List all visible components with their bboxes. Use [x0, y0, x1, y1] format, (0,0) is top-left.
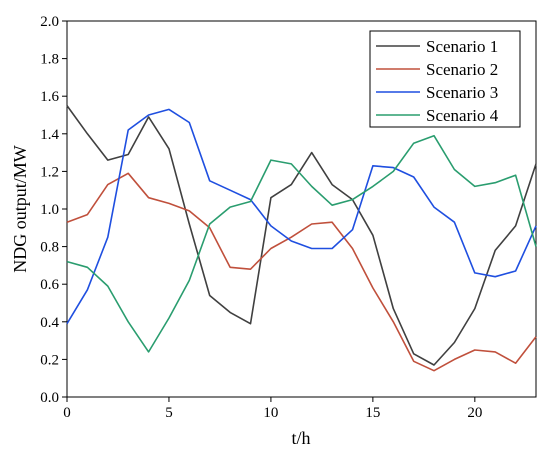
y-axis-title: NDG output/MW	[10, 145, 30, 273]
y-tick-label: 0.2	[40, 352, 59, 368]
legend: Scenario 1 Scenario 2 Scenario 3 Scenari…	[369, 30, 521, 128]
y-tick-label: 1.0	[40, 202, 59, 218]
y-tick-label: 1.8	[40, 52, 59, 68]
legend-label-4: Scenario 4	[426, 106, 499, 125]
x-axis: 0 5 10 15 20	[63, 397, 482, 421]
y-tick-label: 0.0	[40, 390, 59, 406]
y-tick-label: 0.6	[40, 277, 59, 293]
y-axis: 0.0 0.2 0.4 0.6 0.8 1.0 1.2 1.4 1.6 1.8 2.0	[40, 14, 67, 406]
legend-box	[369, 30, 521, 128]
series-line-4	[66, 134, 537, 353]
x-tick-label: 15	[365, 405, 380, 421]
series-line-2	[66, 172, 537, 372]
legend-label-1: Scenario 1	[426, 37, 498, 56]
y-tick-label: 2.0	[40, 14, 59, 30]
x-axis-title: t/h	[291, 428, 310, 448]
legend-label-2: Scenario 2	[426, 60, 498, 79]
series-line-3	[66, 108, 537, 325]
y-tick-label: 1.2	[40, 164, 59, 180]
x-tick-label: 10	[263, 405, 278, 421]
y-tick-label: 0.4	[40, 315, 59, 331]
series-layer	[66, 105, 537, 372]
y-tick-label: 1.4	[40, 127, 59, 143]
legend-label-3: Scenario 3	[426, 83, 498, 102]
y-tick-label: 1.6	[40, 89, 59, 105]
series-line-1	[66, 105, 537, 366]
x-tick-label: 5	[165, 405, 173, 421]
x-tick-label: 0	[63, 405, 71, 421]
x-tick-label: 20	[467, 405, 482, 421]
y-tick-label: 0.8	[40, 240, 59, 256]
